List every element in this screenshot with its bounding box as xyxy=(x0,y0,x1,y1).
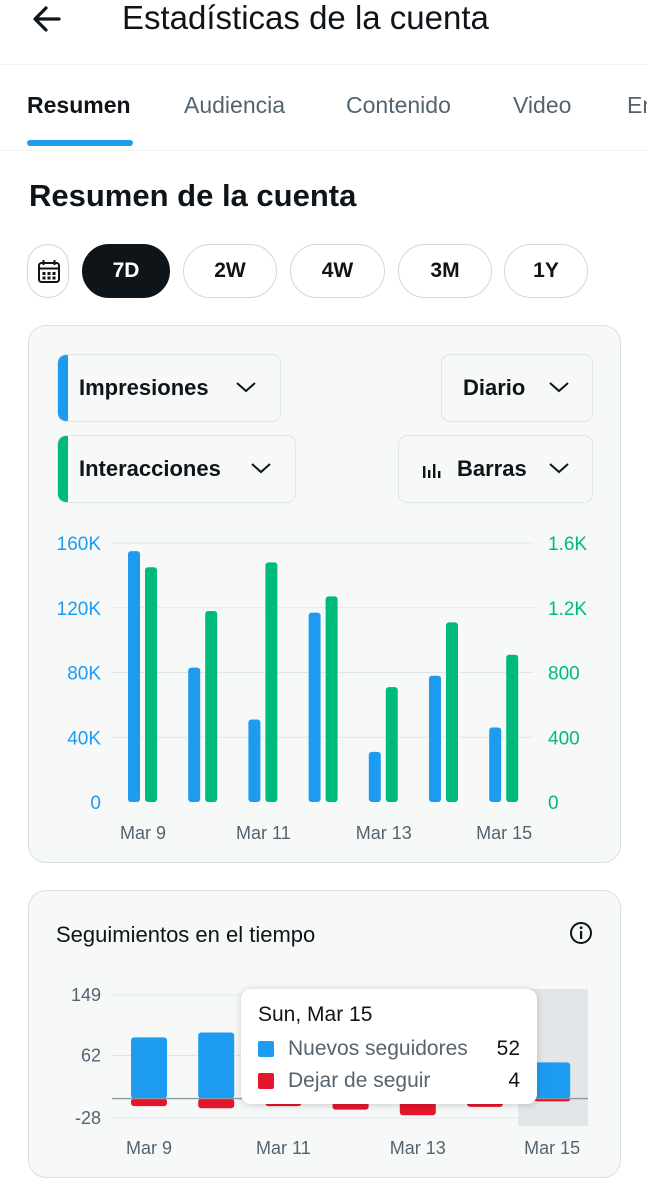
bar-impresiones xyxy=(128,551,140,802)
y-tick-label: -28 xyxy=(75,1108,101,1128)
range-2w-button[interactable]: 2W xyxy=(183,244,277,298)
tab-en[interactable]: En xyxy=(627,92,647,118)
bar-impresiones xyxy=(489,727,502,802)
y-right-tick-label: 1.6K xyxy=(548,534,587,555)
bar-new-followers xyxy=(131,1037,167,1099)
bar-new-followers xyxy=(534,1062,571,1099)
back-arrow-icon[interactable] xyxy=(28,0,68,40)
y-tick-label: 149 xyxy=(71,985,101,1005)
tooltip-row-followers: Nuevos seguidores 52 xyxy=(258,1034,520,1064)
x-tick-label: Mar 11 xyxy=(236,823,291,843)
bar-interacciones xyxy=(205,610,218,802)
x-tick-label: Mar 15 xyxy=(524,1138,580,1158)
x-tick-label: Mar 13 xyxy=(356,823,412,843)
range-1y-button[interactable]: 1Y xyxy=(504,244,588,298)
metric1-dropdown[interactable]: Impresiones xyxy=(57,354,281,422)
info-icon[interactable] xyxy=(568,920,594,946)
x-tick-label: Mar 9 xyxy=(126,1138,172,1158)
legend-swatch-followers xyxy=(258,1041,274,1057)
x-tick-label: Mar 15 xyxy=(476,823,532,843)
bar-unfollows xyxy=(198,1098,235,1109)
y-tick-label: 62 xyxy=(81,1045,101,1065)
tab-contenido[interactable]: Contenido xyxy=(346,92,451,118)
view-dropdown[interactable]: Barras xyxy=(398,435,593,503)
chevron-down-icon xyxy=(236,382,256,393)
bar-interacciones xyxy=(446,622,458,802)
tooltip-row-unfollows: Dejar de seguir 4 xyxy=(258,1066,520,1096)
bar-impresiones xyxy=(308,612,321,802)
tooltip-value-unfollows: 4 xyxy=(508,1069,520,1092)
metric1-color-bar xyxy=(58,355,68,421)
chevron-down-icon xyxy=(549,463,569,474)
bar-unfollows xyxy=(131,1098,167,1107)
bar-chart-icon xyxy=(423,464,441,478)
metric2-color-bar xyxy=(58,436,68,502)
bar-interacciones xyxy=(325,596,338,802)
range-7d-button[interactable]: 7D xyxy=(82,244,170,298)
y-right-tick-label: 400 xyxy=(548,728,580,749)
legend-swatch-unfollows xyxy=(258,1073,274,1089)
metric2-label: Interacciones xyxy=(79,456,221,481)
tooltip-label-followers: Nuevos seguidores xyxy=(288,1037,468,1060)
chart-tooltip: Sun, Mar 15 Nuevos seguidores 52 Dejar d… xyxy=(241,989,537,1104)
tab-video[interactable]: Video xyxy=(513,92,572,118)
metric1-label: Impresiones xyxy=(79,375,209,400)
follows-chart-title: Seguimientos en el tiempo xyxy=(56,922,316,947)
tab-resumen[interactable]: Resumen xyxy=(27,92,131,118)
x-tick-label: Mar 13 xyxy=(390,1138,446,1158)
x-tick-label: Mar 11 xyxy=(256,1138,311,1158)
y-left-tick-label: 0 xyxy=(90,793,101,814)
bar-impresiones xyxy=(429,675,441,802)
interval-label: Diario xyxy=(463,375,526,400)
bar-interacciones xyxy=(506,654,519,802)
bar-interacciones xyxy=(145,567,157,802)
calendar-icon xyxy=(38,260,60,283)
bar-interacciones xyxy=(385,687,398,802)
y-left-tick-label: 80K xyxy=(67,664,101,685)
range-4w-button[interactable]: 4W xyxy=(290,244,385,298)
bar-new-followers xyxy=(198,1032,235,1099)
bar-impresiones xyxy=(188,667,201,802)
view-label: Barras xyxy=(457,456,527,481)
bar-impresiones xyxy=(368,751,381,802)
date-range-button[interactable] xyxy=(27,244,69,298)
x-tick-label: Mar 9 xyxy=(120,823,166,843)
bar-impresiones xyxy=(248,719,261,802)
y-right-tick-label: 0 xyxy=(548,793,559,814)
y-right-tick-label: 800 xyxy=(548,664,580,685)
interval-dropdown[interactable]: Diario xyxy=(441,354,593,422)
y-right-tick-label: 1.2K xyxy=(548,599,587,620)
bar-interacciones xyxy=(265,562,278,802)
metric2-dropdown[interactable]: Interacciones xyxy=(57,435,296,503)
y-left-tick-label: 160K xyxy=(57,534,102,555)
chevron-down-icon xyxy=(251,463,271,474)
section-title: Resumen de la cuenta xyxy=(29,178,357,213)
y-left-tick-label: 120K xyxy=(57,599,102,620)
tab-audiencia[interactable]: Audiencia xyxy=(184,92,286,118)
range-3m-button[interactable]: 3M xyxy=(398,244,492,298)
tooltip-value-followers: 52 xyxy=(496,1037,520,1060)
page-title: Estadísticas de la cuenta xyxy=(122,0,489,36)
tooltip-date: Sun, Mar 15 xyxy=(258,1003,373,1026)
top-bar: Estadísticas de la cuenta xyxy=(0,0,647,65)
bar-unfollows xyxy=(534,1098,571,1102)
tooltip-label-unfollows: Dejar de seguir xyxy=(288,1069,431,1092)
tab-bar: Resumen Audiencia Contenido Video En xyxy=(0,64,647,151)
chevron-down-icon xyxy=(549,382,569,393)
tab-active-indicator xyxy=(27,140,133,146)
y-left-tick-label: 40K xyxy=(67,728,101,749)
